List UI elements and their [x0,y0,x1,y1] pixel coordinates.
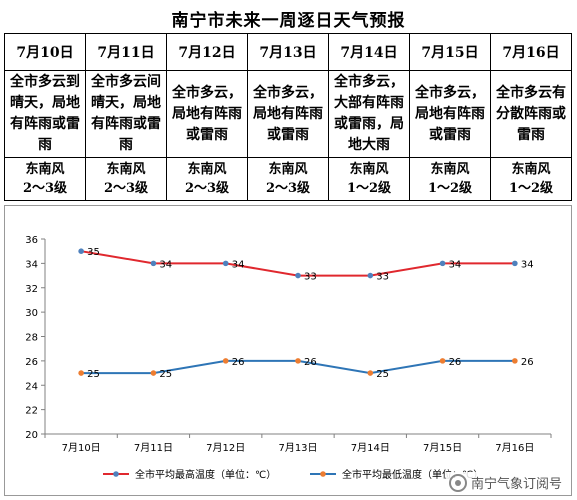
data-label: 34 [159,259,172,270]
wind-cell: 东南风 1～2级 [409,157,491,201]
data-label: 26 [521,357,534,368]
data-label: 34 [232,259,245,270]
data-point [78,370,84,376]
wind-level: 1～2级 [427,181,473,196]
x-tick-label: 7月10日 [62,442,101,454]
date-cell: 7月11日 [85,33,167,71]
data-label: 25 [159,369,172,380]
data-point [512,358,518,364]
data-label: 25 [376,369,389,380]
wind-direction: 东南风 [25,162,65,177]
data-label: 35 [87,247,100,258]
data-point [150,260,157,267]
wind-cell: 东南风 2～3级 [4,157,86,201]
data-label: 26 [232,357,245,368]
data-label: 34 [521,259,534,270]
wind-level: 2～3级 [22,181,68,196]
wind-level: 2～3级 [265,181,311,196]
y-tick-label: 36 [25,235,38,246]
data-point [222,358,229,364]
legend-label: 全市平均最高温度（单位：℃） [135,468,276,481]
weather-cell: 全市多云，局地有阵雨或雷雨 [409,70,491,158]
y-tick-label: 26 [25,357,38,368]
data-point [512,260,518,267]
data-label: 26 [304,357,317,368]
x-tick-label: 7月15日 [423,442,462,454]
data-label: 26 [449,357,462,368]
date-cell: 7月15日 [409,33,491,71]
watermark-text: 南宁气象订阅号 [470,477,562,492]
wind-level: 2～3级 [184,181,230,196]
y-tick-label: 34 [25,259,38,270]
wind-level: 1～2级 [346,181,392,196]
data-label: 33 [376,272,389,283]
y-tick-label: 30 [25,308,38,319]
weather-cell: 全市多云有分散阵雨或雷雨 [490,70,572,158]
data-point [367,272,374,279]
data-point [295,272,301,279]
temperature-chart-svg: 20 22 24 26 28 30 32 34 36 7月10日 7月11日 7月12日 7月13日 7月… [25,235,552,481]
y-tick-label: 24 [25,381,38,392]
data-point [222,260,229,267]
data-label: 25 [87,369,100,380]
wind-cell: 东南风 2～3级 [85,157,167,201]
data-point [367,370,374,376]
legend-marker [113,471,119,477]
data-label: 33 [304,272,317,283]
data-point [439,260,446,267]
x-tick-label: 7月14日 [351,442,390,454]
wind-direction: 东南风 [187,162,227,177]
date-cell: 7月13日 [247,33,329,71]
wind-direction: 东南风 [106,162,146,177]
weather-cell: 全市多云到晴天，局地有阵雨或雷雨 [4,70,86,158]
y-tick-label: 22 [25,406,38,417]
weather-cell: 全市多云，大部有阵雨或雷雨，局地大雨 [328,70,410,158]
weather-row: 全市多云到晴天，局地有阵雨或雷雨 全市多云间晴天，局地有阵雨或雷雨 全市多云，局… [4,70,572,158]
y-tick-label: 20 [25,430,38,441]
temperature-chart: 20 22 24 26 28 30 32 34 36 7月10日 7月11日 7月12日 7月13日 7月… [4,205,572,496]
wind-level: 2～3级 [103,181,149,196]
wind-cell: 东南风 2～3级 [166,157,248,201]
legend-marker [320,471,326,477]
x-tick-label: 7月13日 [278,442,317,454]
forecast-table: 7月10日 7月11日 7月12日 7月13日 7月14日 7月15日 7月16… [4,33,572,201]
date-row: 7月10日 7月11日 7月12日 7月13日 7月14日 7月15日 7月16… [4,33,572,71]
date-cell: 7月12日 [166,33,248,71]
date-cell: 7月14日 [328,33,410,71]
y-tick-label: 32 [25,284,38,295]
y-tick-label: 28 [25,333,38,344]
weather-cell: 全市多云，局地有阵雨或雷雨 [247,70,329,158]
data-point [150,370,157,376]
x-tick-label: 7月12日 [206,442,245,454]
wind-cell: 东南风 1～2级 [490,157,572,201]
x-tick-label: 7月11日 [134,442,173,454]
x-tick-label: 7月16日 [495,442,534,454]
wind-direction: 东南风 [349,162,389,177]
wechat-logo-icon [448,473,467,492]
wind-direction: 东南风 [430,162,470,177]
wind-direction: 东南风 [511,162,551,177]
wind-cell: 东南风 1～2级 [328,157,410,201]
wind-level: 1～2级 [508,181,554,196]
wind-direction: 东南风 [268,162,308,177]
date-cell: 7月10日 [4,33,86,71]
wind-row: 东南风 2～3级 东南风 2～3级 东南风 2～3级 东南风 2～3级 东南风 1～2级 … [4,157,572,201]
data-point [295,358,301,364]
data-point [78,248,84,254]
weather-cell: 全市多云，局地有阵雨或雷雨 [166,70,248,158]
data-point [439,358,446,364]
date-cell: 7月16日 [490,33,572,71]
data-label: 34 [449,259,462,270]
wind-cell: 东南风 2～3级 [247,157,329,201]
watermark: 南宁气象订阅号 [445,472,565,493]
weather-cell: 全市多云间晴天，局地有阵雨或雷雨 [85,70,167,158]
page-title: 南宁市未来一周逐日天气预报 [171,11,406,31]
